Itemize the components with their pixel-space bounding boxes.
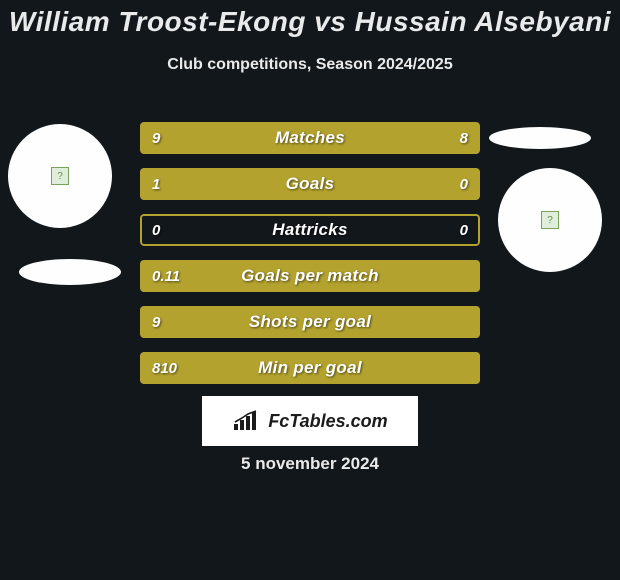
player-left-body bbox=[19, 259, 121, 285]
stats-panel: 98Matches 10Goals 00Hattricks 0.11Goals per… bbox=[140, 122, 480, 398]
player-right-body bbox=[489, 127, 591, 149]
stat-label: Goals per match bbox=[140, 260, 480, 292]
stat-label: Shots per goal bbox=[140, 306, 480, 338]
stat-label: Matches bbox=[140, 122, 480, 154]
stat-label: Goals bbox=[140, 168, 480, 200]
image-placeholder-icon: ? bbox=[51, 167, 69, 185]
player-left-head: ? bbox=[8, 124, 112, 228]
player-right-head: ? bbox=[498, 168, 602, 272]
stat-row: 98Matches bbox=[140, 122, 480, 154]
stat-label: Hattricks bbox=[140, 214, 480, 246]
brand-logo-icon bbox=[232, 410, 262, 432]
brand-box: FcTables.com bbox=[202, 396, 418, 446]
stat-row: 00Hattricks bbox=[140, 214, 480, 246]
subtitle: Club competitions, Season 2024/2025 bbox=[0, 56, 620, 74]
page-title: William Troost-Ekong vs Hussain Alsebyan… bbox=[0, 0, 620, 38]
stat-row: 10Goals bbox=[140, 168, 480, 200]
stat-label: Min per goal bbox=[140, 352, 480, 384]
stat-row: 9Shots per goal bbox=[140, 306, 480, 338]
image-placeholder-icon: ? bbox=[541, 211, 559, 229]
date-line: 5 november 2024 bbox=[0, 454, 620, 474]
stat-row: 0.11Goals per match bbox=[140, 260, 480, 292]
brand-text: FcTables.com bbox=[268, 411, 387, 432]
stat-row: 810Min per goal bbox=[140, 352, 480, 384]
